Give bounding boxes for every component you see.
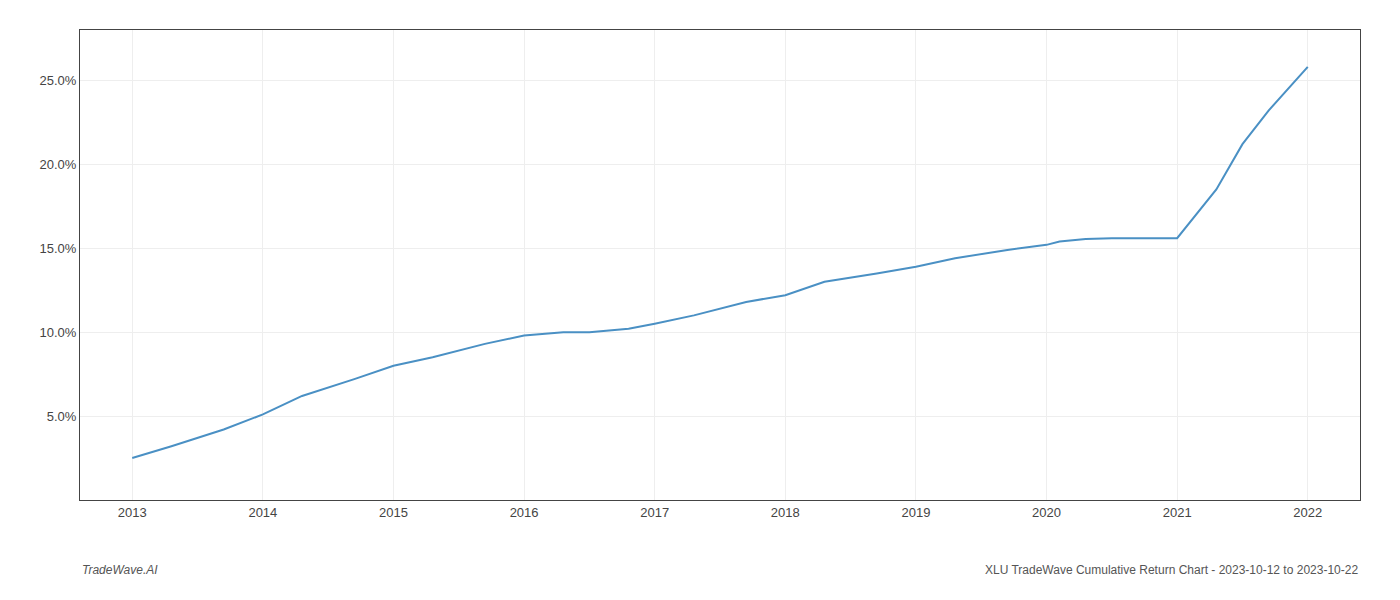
svg-text:2016: 2016 <box>510 505 539 520</box>
svg-text:2022: 2022 <box>1293 505 1322 520</box>
svg-text:2015: 2015 <box>379 505 408 520</box>
svg-text:2013: 2013 <box>118 505 147 520</box>
svg-text:20.0%: 20.0% <box>40 157 77 172</box>
svg-text:5.0%: 5.0% <box>47 409 77 424</box>
svg-text:25.0%: 25.0% <box>40 73 77 88</box>
svg-text:2018: 2018 <box>771 505 800 520</box>
svg-text:10.0%: 10.0% <box>40 325 77 340</box>
svg-text:2014: 2014 <box>248 505 277 520</box>
svg-text:TradeWave.AI: TradeWave.AI <box>82 563 158 577</box>
svg-text:15.0%: 15.0% <box>40 241 77 256</box>
svg-text:2021: 2021 <box>1163 505 1192 520</box>
svg-text:2019: 2019 <box>901 505 930 520</box>
svg-text:2020: 2020 <box>1032 505 1061 520</box>
svg-text:2017: 2017 <box>640 505 669 520</box>
svg-text:XLU TradeWave Cumulative Retur: XLU TradeWave Cumulative Return Chart - … <box>985 563 1358 577</box>
